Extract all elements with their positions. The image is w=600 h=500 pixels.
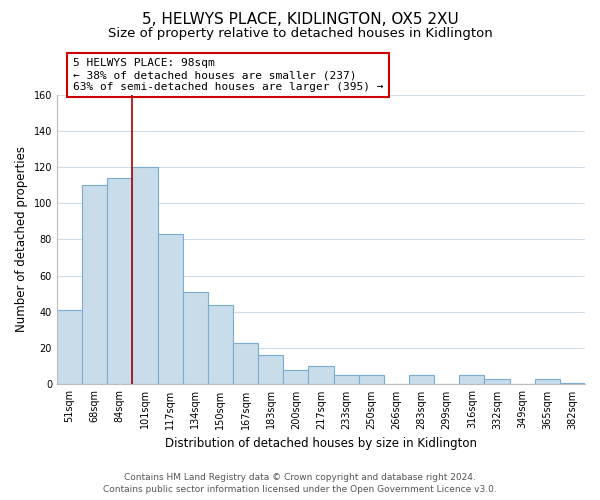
Bar (158, 234, 182, 384)
Y-axis label: Number of detached properties: Number of detached properties (15, 146, 28, 332)
Text: Contains HM Land Registry data © Crown copyright and database right 2024.
Contai: Contains HM Land Registry data © Crown c… (103, 472, 497, 494)
Bar (484, 379, 509, 384)
Bar (107, 178, 133, 384)
Text: 5 HELWYS PLACE: 98sqm
← 38% of detached houses are smaller (237)
63% of semi-det: 5 HELWYS PLACE: 98sqm ← 38% of detached … (73, 58, 383, 92)
Bar (208, 304, 233, 384)
Text: Size of property relative to detached houses in Kidlington: Size of property relative to detached ho… (107, 28, 493, 40)
Bar (133, 167, 158, 384)
Bar (334, 376, 359, 384)
Bar (459, 376, 484, 384)
Bar (535, 379, 560, 384)
Bar (409, 376, 434, 384)
X-axis label: Distribution of detached houses by size in Kidlington: Distribution of detached houses by size … (165, 437, 477, 450)
Bar (283, 370, 308, 384)
Bar (57, 310, 82, 384)
Bar (258, 356, 283, 384)
Text: 5, HELWYS PLACE, KIDLINGTON, OX5 2XU: 5, HELWYS PLACE, KIDLINGTON, OX5 2XU (142, 12, 458, 26)
Bar (308, 366, 334, 384)
Bar (359, 376, 384, 384)
Bar (560, 382, 585, 384)
Bar (233, 343, 258, 384)
Bar (82, 185, 107, 384)
Bar (182, 292, 208, 384)
